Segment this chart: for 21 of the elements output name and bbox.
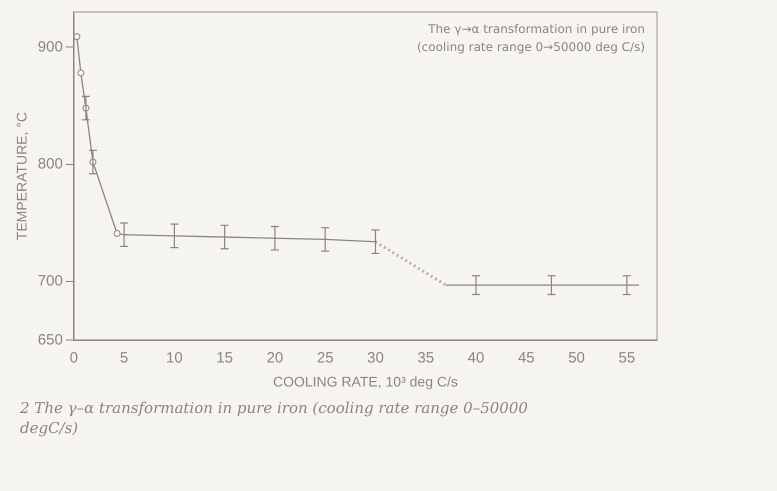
y-tick-label: 800 bbox=[38, 156, 63, 173]
y-tick-label: 700 bbox=[38, 272, 63, 290]
x-tick-label: 25 bbox=[316, 349, 334, 366]
x-tick-label: 55 bbox=[618, 349, 636, 366]
x-tick-label: 50 bbox=[568, 349, 585, 366]
x-tick-label: 5 bbox=[120, 349, 128, 366]
y-tick-label: 900 bbox=[38, 38, 63, 56]
x-tick-label: 40 bbox=[468, 349, 484, 366]
x-tick-label: 0 bbox=[70, 349, 78, 366]
y-axis-title: TEMPERATURE, °C bbox=[13, 112, 30, 240]
x-tick-label: 30 bbox=[367, 349, 384, 366]
annotation: The γ→α transformation in pure iron bbox=[428, 22, 645, 36]
x-tick-label: 15 bbox=[216, 349, 233, 366]
x-tick-label: 45 bbox=[518, 349, 535, 366]
x-axis-title: COOLING RATE, 10³ deg C/s bbox=[272, 373, 458, 390]
y-tick-label: 650 bbox=[38, 331, 63, 348]
text: 2 The γ–α transformation in pure iron (cooling rate range 0–50000 degC/s) bbox=[20, 398, 529, 438]
x-tick-label: 10 bbox=[166, 349, 183, 366]
x-tick-label: 35 bbox=[417, 349, 434, 366]
x-tick-label: 20 bbox=[266, 349, 284, 366]
annotation: (cooling rate range 0→50000 deg C/s) bbox=[416, 40, 645, 54]
